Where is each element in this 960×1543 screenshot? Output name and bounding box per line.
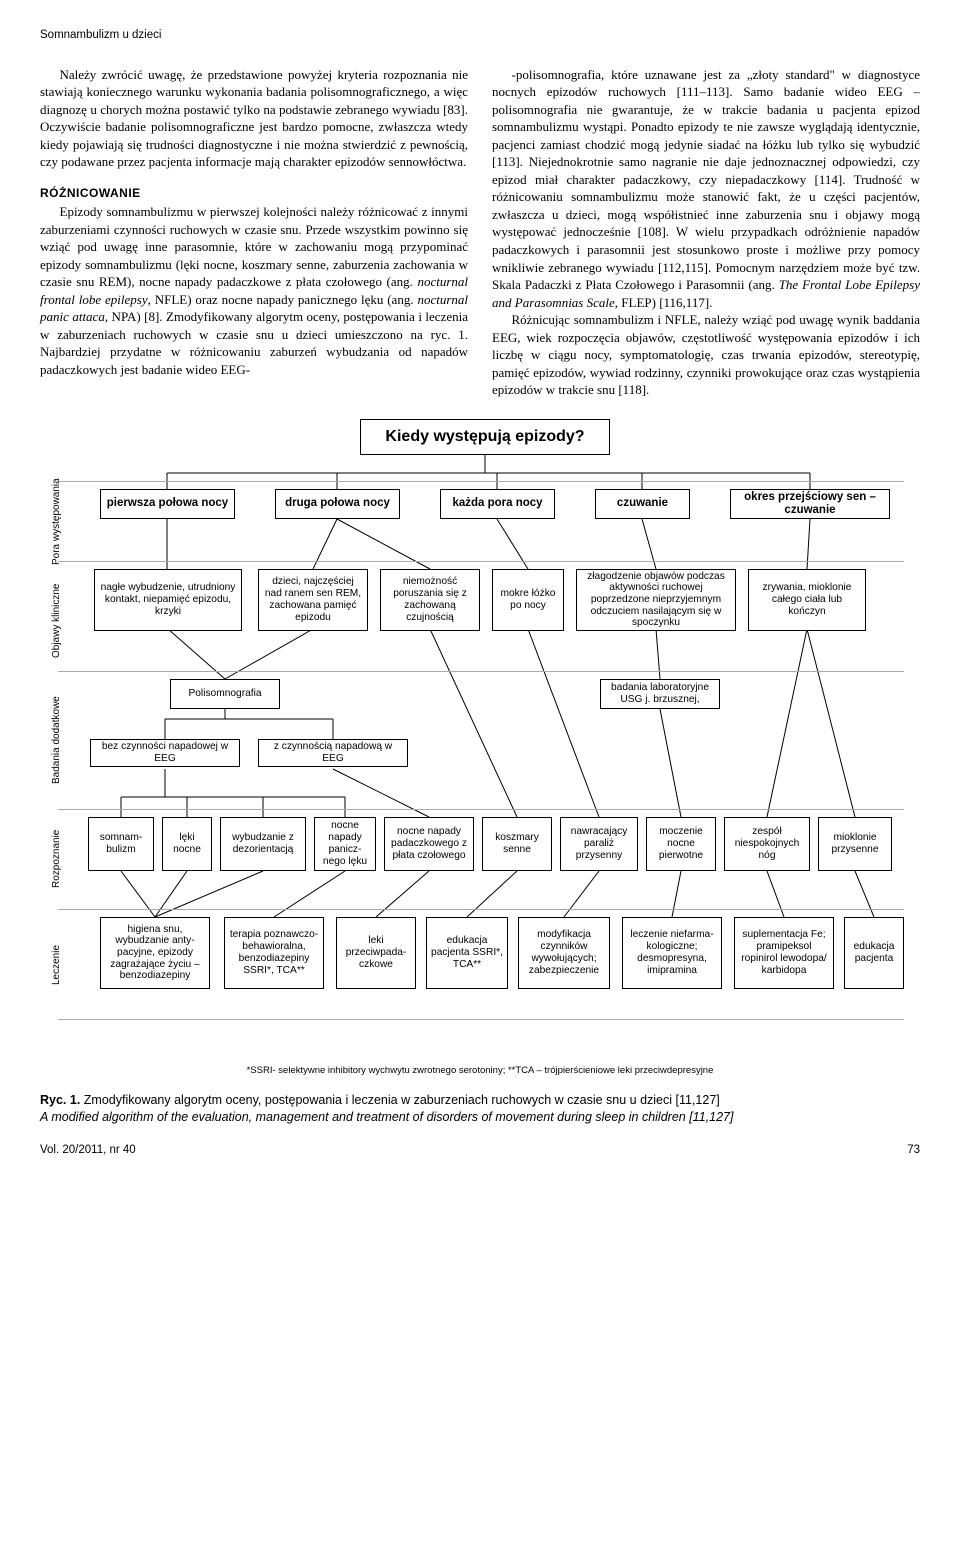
r2-box: dzieci, najczęściej nad ranem sen REM, z… bbox=[258, 569, 368, 631]
r4-box: nocne napady padaczkowego z płata czołow… bbox=[384, 817, 474, 871]
para2-a: Epizody somnambulizmu w pierwszej kolejn… bbox=[40, 204, 468, 289]
para2-c: , NFLE) oraz nocne napady panicznego lęk… bbox=[148, 292, 418, 307]
footer-left: Vol. 20/2011, nr 40 bbox=[40, 1143, 136, 1159]
row-label: Pora występowania bbox=[50, 478, 64, 565]
r3-box: badania laboratoryjne USG j. brzusznej, bbox=[600, 679, 720, 709]
r1-box: okres przejściowy sen – czuwanie bbox=[730, 489, 890, 519]
r1-box: druga połowa nocy bbox=[275, 489, 400, 519]
r5-box: leki przeciwpada-czkowe bbox=[336, 917, 416, 989]
r2-box: zrywania, mioklonie całego ciała lub koń… bbox=[748, 569, 866, 631]
r5-box: edukacja pacjenta bbox=[844, 917, 904, 989]
caption-pl: Zmodyfikowany algorytm oceny, postępowan… bbox=[80, 1093, 719, 1107]
row-label: Leczenie bbox=[50, 945, 64, 985]
caption-label: Ryc. 1. bbox=[40, 1093, 80, 1107]
r1-box: czuwanie bbox=[595, 489, 690, 519]
r3b-box: z czynnością napadową w EEG bbox=[258, 739, 408, 767]
chart-footnote: *SSRI- selektywne inhibitory wychwytu zw… bbox=[40, 1065, 920, 1078]
r2-box: nagłe wybudzenie, utrudniony kontakt, ni… bbox=[94, 569, 242, 631]
flowchart: Pora występowania Objawy kliniczne Badania… bbox=[40, 419, 920, 1059]
row-separator bbox=[58, 909, 904, 910]
r4-box: koszmary senne bbox=[482, 817, 552, 871]
row-label: Objawy kliniczne bbox=[50, 583, 64, 657]
r5-box: modyfikacja czynników wywołujących; zabe… bbox=[518, 917, 610, 989]
page-footer: Vol. 20/2011, nr 40 73 bbox=[40, 1143, 920, 1159]
r5-box: leczenie niefarma-kologiczne; desmopresy… bbox=[622, 917, 722, 989]
para-3: -polisomnografia, które uznawane jest za… bbox=[492, 66, 920, 312]
para-1: Należy zwrócić uwagę, że przedstawione p… bbox=[40, 66, 468, 171]
r4-box: lęki nocne bbox=[162, 817, 212, 871]
r3-box: Polisomnografia bbox=[170, 679, 280, 709]
footer-right: 73 bbox=[907, 1143, 920, 1159]
para2-e: , NPA) [8]. Zmodyfikowany algorytm oceny… bbox=[40, 309, 468, 377]
row-separator bbox=[58, 809, 904, 810]
r2-box: złagodzenie objawów podczas aktywności r… bbox=[576, 569, 736, 631]
r3b-box: bez czynności napadowej w EEG bbox=[90, 739, 240, 767]
para-2: Epizody somnambulizmu w pierwszej kolejn… bbox=[40, 203, 468, 378]
row-label: Rozpoznanie bbox=[50, 829, 64, 887]
r4-box: wybudzanie z dezorientacją bbox=[220, 817, 306, 871]
caption-en: A modified algorithm of the evaluation, … bbox=[40, 1110, 733, 1124]
row-label: Badania dodatkowe bbox=[50, 696, 64, 784]
r4-box: mioklonie przysenne bbox=[818, 817, 892, 871]
r2-box: mokre łóżko po nocy bbox=[492, 569, 564, 631]
body-columns: Należy zwrócić uwagę, że przedstawione p… bbox=[40, 66, 920, 399]
r4-box: nawracający paraliż przysenny bbox=[560, 817, 638, 871]
section-heading: RÓŻNICOWANIE bbox=[40, 185, 468, 201]
r1-box: pierwsza połowa nocy bbox=[100, 489, 235, 519]
r1-box: każda pora nocy bbox=[440, 489, 555, 519]
row-separator bbox=[58, 1019, 904, 1020]
para3-c: , FLEP) [116,117]. bbox=[615, 295, 713, 310]
r5-box: suplementacja Fe; pramipeksol ropinirol … bbox=[734, 917, 834, 989]
row-separator bbox=[58, 481, 904, 482]
figure-caption: Ryc. 1. Zmodyfikowany algorytm oceny, po… bbox=[40, 1092, 920, 1126]
para-4: Różnicując somnambulizm i NFLE, należy w… bbox=[492, 311, 920, 399]
flowchart-title: Kiedy występują epizody? bbox=[360, 419, 610, 455]
r2-box: niemożność poruszania się z zachowaną cz… bbox=[380, 569, 480, 631]
row-separator bbox=[58, 671, 904, 672]
r4-box: moczenie nocne pierwotne bbox=[646, 817, 716, 871]
r5-box: higiena snu, wybudzanie anty-pacyjne, ep… bbox=[100, 917, 210, 989]
r4-box: zespół niespokojnych nóg bbox=[724, 817, 810, 871]
r4-box: somnam-bulizm bbox=[88, 817, 154, 871]
row-separator bbox=[58, 561, 904, 562]
r5-box: edukacja pacjenta SSRI*, TCA** bbox=[426, 917, 508, 989]
para3-a: -polisomnografia, które uznawane jest za… bbox=[492, 67, 920, 293]
running-head: Somnambulizm u dzieci bbox=[40, 28, 920, 44]
r5-box: terapia poznawczo-behawioralna, benzodia… bbox=[224, 917, 324, 989]
r4-box: nocne napady panicz-nego lęku bbox=[314, 817, 376, 871]
